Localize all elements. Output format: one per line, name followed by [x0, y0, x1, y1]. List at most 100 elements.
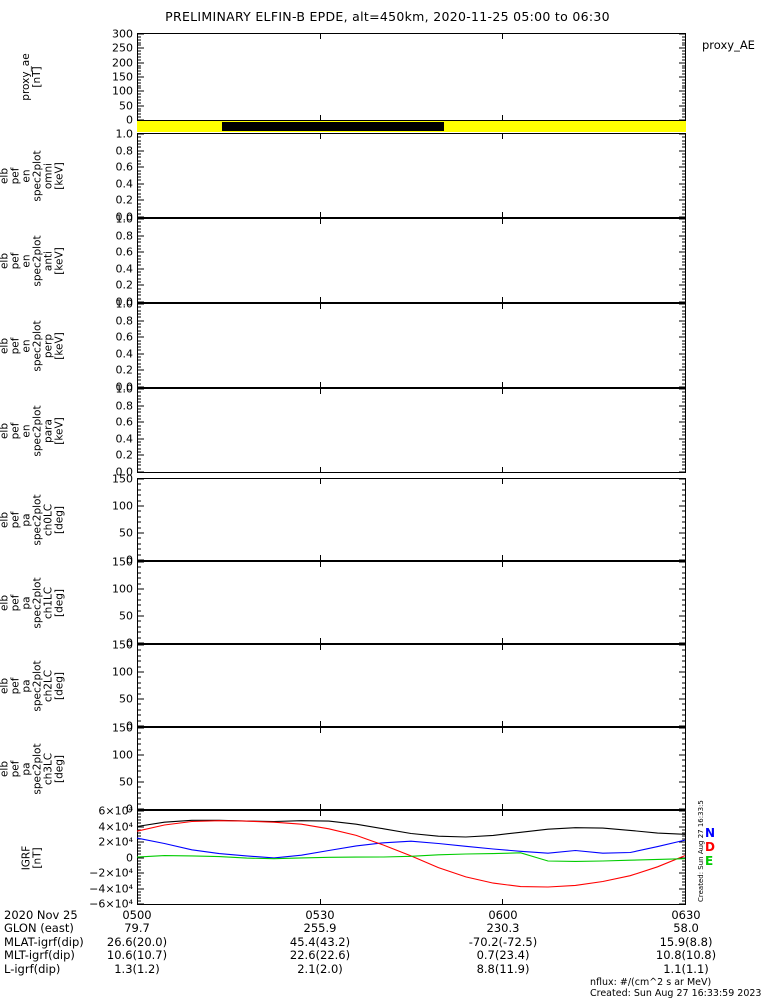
panel-plot-pef-pa-ch1lc	[137, 561, 686, 644]
ytick-pef-en-omni-4: 0.2	[115, 193, 134, 207]
panel-plot-pef-en-anti	[137, 218, 686, 303]
bottom-row-value: 0530	[305, 908, 335, 922]
ytick-proxy-ae-2: 200	[112, 56, 133, 70]
ytick-pef-en-perp-2: 0.6	[115, 330, 134, 344]
ytick-pef-en-perp-4: 0.2	[115, 363, 134, 377]
panel-pef-en-omni	[137, 133, 686, 218]
ytick-pef-pa-ch1lc-3: 0	[126, 636, 133, 650]
trace-igrf-total	[136, 819, 686, 838]
created-stamp-rotated: Created: Sun Aug 27 16:33:5	[697, 800, 705, 902]
bottom-row-value: 0500	[122, 908, 152, 922]
bottom-row-value: 0630	[671, 908, 701, 922]
panel-pef-en-anti	[137, 218, 686, 303]
ytick-pef-pa-ch1lc-2: 50	[119, 609, 133, 623]
ytick-proxy-ae-0: 300	[112, 27, 133, 41]
bottom-row-label: L-igrf(dip)	[4, 961, 61, 976]
ytick-pef-en-anti-4: 0.2	[115, 278, 134, 292]
ytick-igrf-0: 6×10⁴	[98, 804, 133, 818]
panel-pef-pa-ch2lc	[137, 644, 686, 727]
ytitle-line: pef	[9, 760, 21, 777]
ytick-pef-en-anti-5: 0.0	[115, 295, 134, 309]
ytick-igrf-5: −4×10⁴	[89, 882, 133, 895]
ytick-pef-en-para-3: 0.4	[115, 432, 134, 446]
ytick-pef-en-anti-1: 0.8	[115, 229, 134, 243]
bottom-row-label: GLON (east)	[4, 921, 74, 936]
bottom-row-value: 79.7	[124, 921, 150, 936]
panel-plot-pef-en-para	[137, 388, 686, 473]
ytitle-line: [nT]	[31, 846, 43, 869]
bottom-row-value: 255.9	[303, 921, 337, 936]
bottom-row-value: 58.0	[673, 921, 699, 936]
panel-plot-pef-en-omni	[137, 133, 686, 218]
bottom-row-value: 1.1(1.1)	[663, 961, 709, 976]
status-bar-black-marker	[222, 122, 444, 131]
footer-notes: nflux: #/(cm^2 s ar MeV) Created: Sun Au…	[590, 977, 761, 999]
ytick-pef-pa-ch3lc-2: 50	[119, 775, 133, 789]
ytick-pef-pa-ch1lc-1: 100	[112, 582, 133, 596]
ytick-pef-en-para-1: 0.8	[115, 399, 134, 413]
ytick-pef-pa-ch0lc-0: 150	[112, 472, 133, 486]
ytitle-line: ch3LC	[42, 752, 54, 785]
panel-frame-pef-pa-ch0lc	[137, 478, 686, 561]
ytick-pef-en-para-2: 0.6	[115, 415, 134, 429]
panel-plot-pef-pa-ch0lc	[137, 478, 686, 561]
bottom-row-value: 45.4(43.2)	[289, 934, 351, 949]
panel-plot-pef-en-perp	[137, 303, 686, 388]
ytick-pef-pa-ch1lc-0: 150	[112, 555, 133, 569]
bottom-row-value: 26.6(20.0)	[106, 934, 168, 949]
ytick-pef-en-anti-0: 1.0	[115, 212, 134, 226]
panel-plot-proxy-ae	[137, 33, 686, 121]
ytitle-line: IGRF	[20, 845, 32, 870]
panel-pef-pa-ch1lc	[137, 561, 686, 644]
ytick-proxy-ae-3: 150	[112, 70, 133, 84]
trace-igrf-N	[136, 837, 686, 859]
bottom-row-value: 10.8(10.8)	[655, 948, 717, 963]
bottom-row-label: 2020 Nov 25	[4, 908, 78, 922]
ytick-pef-pa-ch3lc-1: 100	[112, 748, 133, 762]
panel-pef-en-para	[137, 388, 686, 473]
bottom-row-value: 1.3(1.2)	[114, 961, 160, 976]
bottom-row-value: 8.8(11.9)	[476, 961, 530, 976]
panel-frame-pef-en-para	[137, 388, 686, 473]
footer-nflux: nflux: #/(cm^2 s ar MeV)	[590, 977, 712, 988]
ytick-pef-en-para-0: 1.0	[115, 382, 134, 396]
ytick-igrf-3: 0	[126, 851, 133, 864]
bottom-row-value: 0.7(23.4)	[476, 948, 530, 963]
ytick-pef-pa-ch2lc-1: 100	[112, 665, 133, 679]
ytick-pef-pa-ch0lc-3: 0	[126, 553, 133, 567]
bottom-row-value: 15.9(8.8)	[659, 934, 713, 949]
ytick-pef-pa-ch0lc-2: 50	[119, 526, 133, 540]
panel-frame-pef-en-perp	[137, 303, 686, 388]
panel-frame-proxy-ae	[137, 33, 686, 121]
ytick-igrf-6: −6×10⁴	[89, 897, 133, 911]
panel-igrf	[136, 810, 686, 905]
panel-frame-pef-en-anti	[137, 218, 686, 303]
panel-frame-pef-pa-ch1lc	[137, 561, 686, 644]
bottom-row-label: MLAT-igrf(dip)	[4, 934, 84, 949]
bottom-row-value: 2.1(2.0)	[297, 961, 343, 976]
bottom-row-value: 0600	[488, 908, 518, 922]
ytick-pef-pa-ch3lc-0: 150	[112, 721, 133, 735]
igrf-legend-d: D	[705, 840, 715, 854]
ytick-proxy-ae-4: 100	[112, 84, 133, 98]
ytick-pef-en-omni-2: 0.6	[115, 160, 134, 174]
panel-frame-pef-en-omni	[137, 133, 686, 218]
ytick-pef-en-para-4: 0.2	[115, 448, 134, 462]
ytick-pef-pa-ch2lc-2: 50	[119, 692, 133, 706]
panel-pef-pa-ch0lc	[137, 478, 686, 561]
panel-plot-pef-pa-ch3lc	[137, 727, 686, 810]
ytitle-line: elb	[0, 760, 10, 777]
panel-pef-pa-ch3lc	[137, 727, 686, 810]
bottom-row-value: 22.6(22.6)	[289, 948, 351, 963]
legend-proxy-ae: proxy_AE	[702, 38, 755, 52]
ytick-igrf-2: 2×10⁴	[98, 835, 133, 849]
ytick-pef-en-para-5: 0.0	[115, 465, 134, 479]
panel-pef-en-perp	[137, 303, 686, 388]
bottom-row-value: 230.3	[486, 921, 520, 936]
ytick-proxy-ae-6: 0	[126, 113, 133, 127]
panel-plot-igrf	[136, 810, 686, 905]
ytick-pef-en-omni-0: 1.0	[115, 127, 134, 141]
ytick-igrf-1: 4×10⁴	[98, 820, 133, 833]
ytick-pef-pa-ch2lc-3: 0	[126, 719, 133, 733]
page-title: PRELIMINARY ELFIN-B EPDE, alt=450km, 202…	[165, 9, 610, 24]
